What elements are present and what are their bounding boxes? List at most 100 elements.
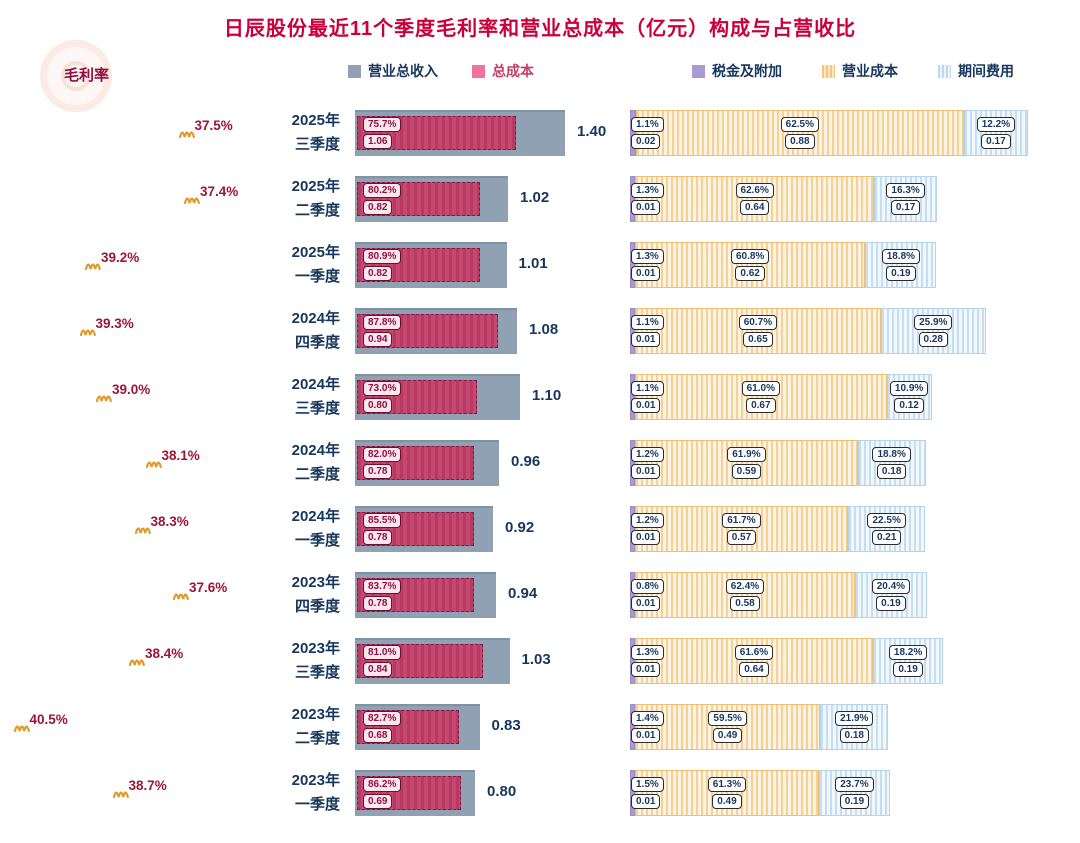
total-cost-value: 0.68 — [363, 728, 393, 743]
tax-value: 0.01 — [631, 662, 661, 677]
cost-breakdown-bar: 60.8% 0.62 18.8% 0.19 1.3% 0.01 — [630, 242, 937, 288]
total-cost-value: 0.69 — [363, 794, 393, 809]
margin-marker-icon — [84, 263, 101, 271]
period-expense-value: 0.18 — [876, 464, 907, 479]
tax-value: 0.01 — [631, 794, 661, 809]
tax-labels: 1.1% 0.02 — [631, 117, 664, 149]
legend-label-tax: 税金及附加 — [712, 63, 782, 79]
total-cost-pct: 80.2% — [363, 183, 402, 198]
cost-breakdown-bar: 62.5% 0.88 12.2% 0.17 1.1% 0.02 — [630, 110, 1028, 156]
tax-value: 0.01 — [631, 266, 661, 281]
tax-pct: 0.8% — [631, 579, 664, 594]
period-expense-value: 0.19 — [886, 266, 916, 281]
quarter-year: 2023年 — [291, 640, 340, 657]
total-cost-value: 0.94 — [363, 332, 393, 347]
gross-margin-value: 40.5% — [29, 712, 68, 727]
operating-cost-value: 0.49 — [712, 794, 742, 809]
revenue-value: 0.83 — [491, 717, 521, 734]
tax-labels: 0.8% 0.01 — [631, 579, 664, 611]
period-expense-value: 0.19 — [876, 596, 906, 611]
tax-value: 0.01 — [631, 464, 661, 479]
operating-cost-segment: 59.5% 0.49 — [635, 704, 821, 750]
quarter-label: 2023年 四季度 — [240, 571, 340, 619]
tax-labels: 1.1% 0.01 — [631, 315, 664, 347]
total-cost-bar: 85.5% 0.78 — [357, 512, 474, 546]
operating-cost-segment: 62.5% 0.88 — [635, 110, 964, 156]
revenue-value: 1.40 — [577, 123, 607, 140]
quarter-year: 2023年 — [291, 772, 340, 789]
tax-labels: 1.2% 0.01 — [631, 513, 664, 545]
quarter-label: 2023年 三季度 — [240, 637, 340, 685]
margin-marker-icon — [178, 131, 195, 139]
total-cost-bar: 87.8% 0.94 — [357, 314, 498, 348]
quarter-label: 2025年 二季度 — [240, 175, 340, 223]
period-expense-segment: 10.9% 0.12 — [886, 374, 932, 420]
period-expense-pct: 22.5% — [867, 513, 906, 528]
quarter-name: 三季度 — [294, 136, 340, 153]
total-cost-labels: 80.2% 0.82 — [363, 183, 402, 215]
total-cost-labels: 83.7% 0.78 — [363, 579, 402, 611]
total-cost-bar: 82.0% 0.78 — [357, 446, 474, 480]
cost-breakdown-bar: 61.3% 0.49 23.7% 0.19 1.5% 0.01 — [630, 770, 890, 816]
total-cost-labels: 81.0% 0.84 — [363, 645, 402, 677]
operating-cost-pct: 61.6% — [734, 645, 774, 660]
total-cost-pct: 73.0% — [363, 381, 402, 396]
cost-breakdown-bar: 62.4% 0.58 20.4% 0.19 0.8% 0.01 — [630, 572, 927, 618]
operating-cost-segment: 61.7% 0.57 — [635, 506, 848, 552]
chart-row: 39.0% 2024年 三季度 73.0% 0.80 1.10 61.0% 0.67 10.9%… — [0, 364, 1080, 430]
period-expense-segment: 18.2% 0.19 — [872, 638, 944, 684]
total-cost-pct: 82.7% — [363, 711, 402, 726]
operating-cost-value: 0.59 — [731, 464, 762, 479]
quarter-year: 2024年 — [291, 508, 340, 525]
quarter-name: 一季度 — [294, 532, 340, 549]
quarter-name: 二季度 — [294, 202, 340, 219]
tax-pct: 1.3% — [631, 249, 664, 264]
quarter-label: 2024年 四季度 — [240, 307, 340, 355]
margin-marker-icon — [95, 395, 112, 403]
legend-item-operating-cost: 营业成本 — [822, 61, 898, 81]
margin-marker-icon — [112, 791, 129, 799]
tax-pct: 1.2% — [631, 447, 664, 462]
gross-margin-label: 37.4% — [183, 184, 238, 205]
operating-cost-value: 0.65 — [743, 332, 773, 347]
period-expense-pct: 20.4% — [871, 579, 911, 594]
watermark-logo-icon — [40, 40, 112, 112]
gross-margin-label: 38.1% — [145, 448, 200, 469]
total-cost-bar: 80.9% 0.82 — [357, 248, 480, 282]
total-cost-value: 0.82 — [363, 266, 393, 281]
operating-cost-value: 0.67 — [746, 398, 776, 413]
total-cost-value: 0.82 — [363, 200, 393, 215]
tax-value: 0.01 — [631, 728, 661, 743]
quarter-name: 二季度 — [294, 730, 340, 747]
margin-marker-icon — [79, 329, 96, 337]
total-cost-pct: 87.8% — [363, 315, 402, 330]
gross-margin-label: 38.3% — [134, 514, 189, 535]
chart-title: 日辰股份最近11个季度毛利率和营业总成本（亿元）构成与占营收比 — [223, 18, 857, 40]
revenue-value: 0.80 — [487, 783, 517, 800]
tax-value: 0.02 — [631, 134, 661, 149]
total-cost-bar: 83.7% 0.78 — [357, 578, 474, 612]
period-expense-pct: 25.9% — [914, 315, 953, 330]
operating-cost-segment: 62.6% 0.64 — [635, 176, 875, 222]
operating-cost-segment: 61.9% 0.59 — [635, 440, 858, 486]
tax-labels: 1.3% 0.01 — [631, 183, 664, 215]
total-cost-pct: 80.9% — [363, 249, 402, 264]
tax-pct: 1.1% — [631, 117, 664, 132]
tax-labels: 1.1% 0.01 — [631, 381, 664, 413]
period-expense-value: 0.19 — [893, 662, 923, 677]
total-cost-labels: 82.0% 0.78 — [363, 447, 402, 479]
cost-breakdown-bar: 61.0% 0.67 10.9% 0.12 1.1% 0.01 — [630, 374, 932, 420]
total-cost-pct: 83.7% — [363, 579, 402, 594]
period-expense-segment: 22.5% 0.21 — [847, 506, 926, 552]
cost-breakdown-bar: 61.6% 0.64 18.2% 0.19 1.3% 0.01 — [630, 638, 944, 684]
chart-row: 38.1% 2024年 二季度 82.0% 0.78 0.96 61.9% 0.59 18.8%… — [0, 430, 1080, 496]
operating-cost-pct: 62.6% — [735, 183, 774, 198]
tax-value: 0.01 — [631, 200, 661, 215]
chart-row: 39.2% 2025年 一季度 80.9% 0.82 1.01 60.8% 0.62 18.8%… — [0, 232, 1080, 298]
margin-marker-icon — [13, 725, 30, 733]
operating-cost-pct: 59.5% — [708, 711, 747, 726]
operating-cost-value: 0.58 — [730, 596, 760, 611]
total-cost-labels: 87.8% 0.94 — [363, 315, 402, 347]
period-expense-pct: 18.2% — [888, 645, 928, 660]
